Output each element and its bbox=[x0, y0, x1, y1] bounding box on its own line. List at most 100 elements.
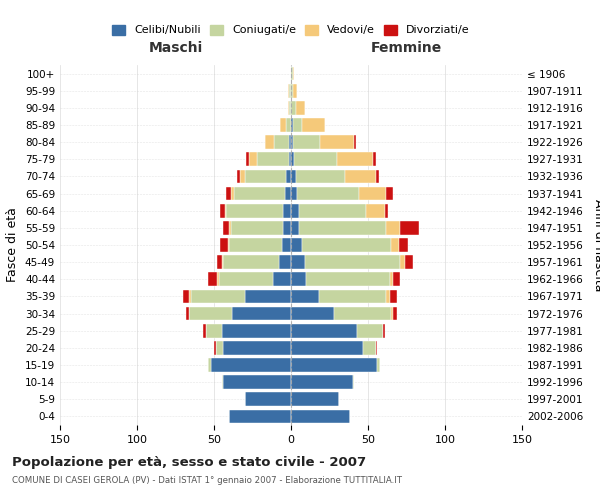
Bar bbox=[319, 290, 386, 304]
Bar bbox=[289, 84, 291, 98]
Bar bbox=[291, 170, 296, 183]
Bar bbox=[297, 186, 359, 200]
Bar bbox=[294, 152, 337, 166]
Bar bbox=[389, 290, 397, 304]
Bar bbox=[291, 66, 293, 80]
Bar bbox=[245, 290, 291, 304]
Bar bbox=[217, 256, 222, 269]
Bar bbox=[274, 136, 289, 149]
Bar bbox=[293, 66, 294, 80]
Bar bbox=[247, 152, 250, 166]
Bar bbox=[283, 221, 291, 234]
Bar bbox=[223, 221, 229, 234]
Bar bbox=[359, 186, 386, 200]
Bar bbox=[291, 341, 364, 354]
Bar bbox=[364, 341, 376, 354]
Bar bbox=[288, 101, 289, 114]
Bar bbox=[302, 238, 391, 252]
Bar bbox=[218, 272, 272, 286]
Bar bbox=[183, 290, 190, 304]
Bar bbox=[302, 118, 325, 132]
Bar bbox=[214, 341, 215, 354]
Text: Femmine: Femmine bbox=[371, 40, 442, 54]
Bar bbox=[291, 84, 293, 98]
Bar bbox=[208, 358, 211, 372]
Bar bbox=[293, 136, 320, 149]
Bar bbox=[291, 136, 293, 149]
Bar bbox=[208, 272, 217, 286]
Y-axis label: Anni di nascita: Anni di nascita bbox=[592, 198, 600, 291]
Bar bbox=[190, 306, 232, 320]
Bar bbox=[376, 341, 377, 354]
Bar bbox=[223, 376, 291, 389]
Bar bbox=[291, 324, 357, 338]
Bar bbox=[222, 256, 223, 269]
Bar bbox=[217, 272, 218, 286]
Bar bbox=[291, 118, 293, 132]
Bar bbox=[265, 136, 274, 149]
Bar bbox=[296, 101, 305, 114]
Bar bbox=[282, 238, 291, 252]
Bar bbox=[288, 84, 289, 98]
Bar bbox=[232, 306, 291, 320]
Bar bbox=[280, 118, 286, 132]
Bar bbox=[291, 221, 299, 234]
Legend: Celibi/Nubili, Coniugati/e, Vedovi/e, Divorziati/e: Celibi/Nubili, Coniugati/e, Vedovi/e, Di… bbox=[108, 20, 474, 40]
Bar bbox=[220, 238, 228, 252]
Bar bbox=[240, 170, 245, 183]
Bar bbox=[285, 186, 291, 200]
Bar bbox=[211, 358, 291, 372]
Bar bbox=[186, 306, 190, 320]
Bar bbox=[291, 376, 353, 389]
Bar bbox=[299, 221, 386, 234]
Bar bbox=[334, 306, 391, 320]
Bar bbox=[400, 221, 419, 234]
Bar bbox=[357, 324, 383, 338]
Bar bbox=[286, 170, 291, 183]
Bar bbox=[296, 170, 345, 183]
Bar bbox=[225, 204, 226, 218]
Bar bbox=[291, 101, 296, 114]
Bar bbox=[291, 256, 305, 269]
Bar bbox=[291, 392, 339, 406]
Bar bbox=[215, 341, 223, 354]
Bar bbox=[392, 272, 400, 286]
Bar bbox=[337, 152, 373, 166]
Bar bbox=[399, 238, 408, 252]
Bar bbox=[386, 221, 400, 234]
Bar bbox=[229, 410, 291, 424]
Bar bbox=[376, 170, 379, 183]
Y-axis label: Fasce di età: Fasce di età bbox=[7, 208, 19, 282]
Bar bbox=[291, 238, 302, 252]
Bar bbox=[220, 204, 225, 218]
Bar bbox=[289, 101, 291, 114]
Bar bbox=[305, 256, 400, 269]
Bar bbox=[283, 204, 291, 218]
Text: Maschi: Maschi bbox=[148, 40, 203, 54]
Bar bbox=[228, 238, 229, 252]
Bar bbox=[231, 221, 283, 234]
Bar bbox=[291, 358, 377, 372]
Bar bbox=[345, 170, 376, 183]
Bar bbox=[229, 221, 231, 234]
Bar bbox=[191, 290, 245, 304]
Bar bbox=[272, 272, 291, 286]
Text: COMUNE DI CASEI GEROLA (PV) - Dati ISTAT 1° gennaio 2007 - Elaborazione TUTTITAL: COMUNE DI CASEI GEROLA (PV) - Dati ISTAT… bbox=[12, 476, 402, 485]
Bar bbox=[291, 290, 319, 304]
Bar bbox=[203, 324, 206, 338]
Bar bbox=[391, 238, 399, 252]
Bar bbox=[226, 186, 231, 200]
Bar bbox=[289, 152, 291, 166]
Bar bbox=[291, 152, 294, 166]
Bar bbox=[307, 272, 389, 286]
Bar bbox=[386, 290, 389, 304]
Bar bbox=[385, 204, 388, 218]
Bar bbox=[237, 170, 240, 183]
Bar bbox=[293, 84, 297, 98]
Bar bbox=[291, 306, 334, 320]
Bar bbox=[257, 152, 289, 166]
Bar bbox=[291, 272, 307, 286]
Bar bbox=[234, 186, 285, 200]
Bar bbox=[223, 341, 291, 354]
Bar bbox=[392, 306, 397, 320]
